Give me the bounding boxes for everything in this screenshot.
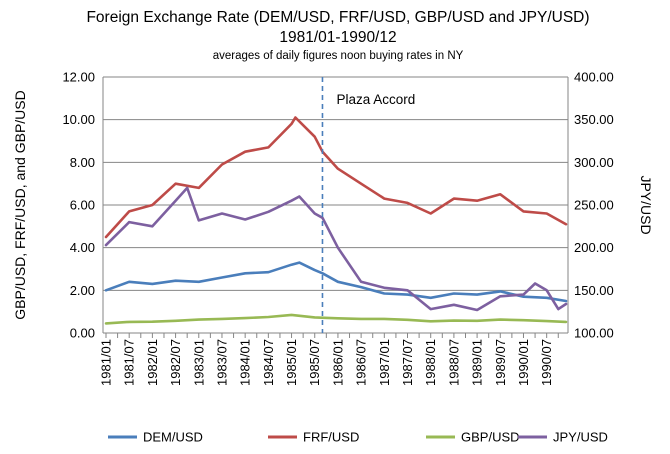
right-tick-label: 400.00 — [574, 70, 614, 85]
legend-label: GBP/USD — [461, 430, 520, 445]
legend-label: FRF/USD — [303, 430, 359, 445]
right-tick-label: 350.00 — [574, 112, 614, 127]
x-tick-label: 1981/07 — [122, 339, 137, 386]
x-tick-label: 1982/01 — [145, 339, 160, 386]
right-axis-ticks: 100.00 150.00 200.00 250.00 300.00 350.00 400.… — [574, 70, 614, 341]
right-tick-label: 300.00 — [574, 155, 614, 170]
series-line-jpy-usd — [104, 186, 568, 312]
x-tick-label: 1986/01 — [330, 339, 345, 386]
x-tick-label: 1989/07 — [493, 339, 508, 386]
right-tick-label: 250.00 — [574, 198, 614, 213]
x-tick-label: 1988/07 — [446, 339, 461, 386]
plaza-accord-label: Plaza Accord — [336, 92, 415, 107]
x-tick-label: 1983/07 — [214, 339, 229, 386]
x-tick-label: 1984/07 — [261, 339, 276, 386]
left-tick-label: 10.00 — [62, 112, 95, 127]
left-axis-label: GBP/USD, FRF/USD, and GBP/USD — [12, 90, 28, 320]
plot-frame — [102, 77, 569, 334]
legend-label: JPY/USD — [553, 430, 608, 445]
series-line-frf-usd — [104, 116, 568, 239]
x-tick-label: 1985/07 — [307, 339, 322, 386]
left-tick-label: 2.00 — [70, 283, 95, 298]
left-tick-label: 12.00 — [62, 70, 95, 85]
x-tick-label: 1983/01 — [191, 339, 206, 386]
chart-subtitle: 1981/01-1990/12 — [279, 29, 396, 46]
right-axis-label: JPY/USD — [638, 175, 654, 234]
x-tick-label: 1989/01 — [470, 339, 485, 386]
gridlines — [103, 76, 568, 291]
left-axis-ticks: 0.00 2.00 4.00 6.00 8.00 10.00 12.00 — [62, 70, 95, 341]
plaza-accord-annotation: Plaza Accord — [321, 77, 415, 333]
x-tick-label: 1981/01 — [99, 339, 114, 386]
x-tick-label: 1990/07 — [539, 339, 554, 386]
x-tick-label: 1984/01 — [238, 339, 253, 386]
right-tick-label: 150.00 — [574, 283, 614, 298]
left-tick-label: 8.00 — [70, 155, 95, 170]
left-tick-label: 0.00 — [70, 326, 95, 341]
right-tick-label: 100.00 — [574, 326, 614, 341]
x-tick-label: 1982/07 — [168, 339, 183, 386]
left-tick-label: 4.00 — [70, 240, 95, 255]
x-axis-ticks: 1981/01 1981/07 1982/01 1982/07 1983/01 1983/… — [99, 333, 559, 386]
x-tick-label: 1987/07 — [400, 339, 415, 386]
x-tick-label: 1987/01 — [377, 339, 392, 386]
chart-subtitle-note: averages of daily figures noon buying ra… — [213, 50, 464, 62]
legend: DEM/USD FRF/USD GBP/USD JPY/USD — [108, 430, 608, 445]
series-line-dem-usd — [104, 261, 568, 303]
x-tick-label: 1985/01 — [284, 339, 299, 386]
x-tick-label: 1986/07 — [354, 339, 369, 386]
right-tick-label: 200.00 — [574, 240, 614, 255]
x-tick-label: 1988/01 — [423, 339, 438, 386]
series-line-gbp-usd — [104, 313, 568, 325]
left-tick-label: 6.00 — [70, 198, 95, 213]
x-tick-label: 1990/01 — [516, 339, 531, 386]
legend-label: DEM/USD — [143, 430, 203, 445]
chart-title: Foreign Exchange Rate (DEM/USD, FRF/USD,… — [86, 9, 589, 26]
series-lines — [104, 116, 568, 325]
